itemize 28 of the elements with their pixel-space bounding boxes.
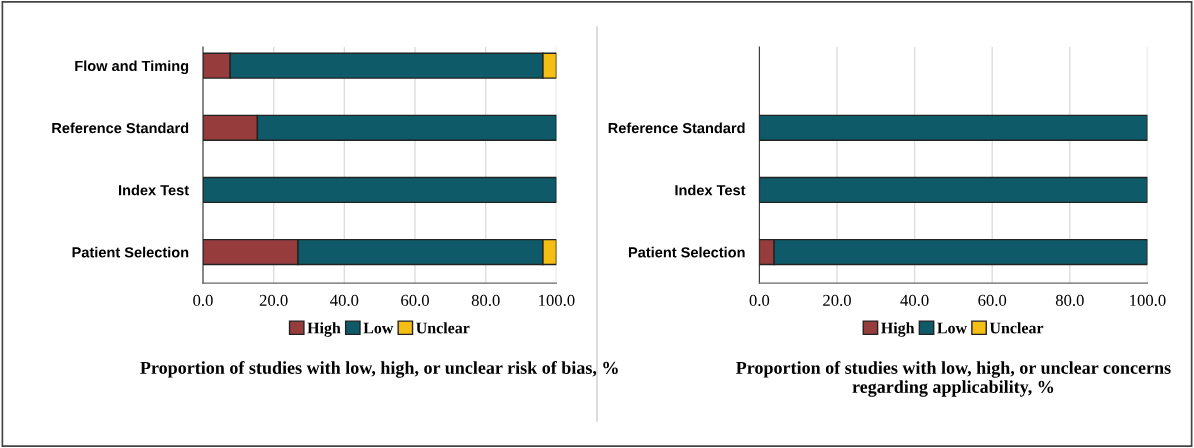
x-tick-label: 0.0 bbox=[193, 294, 213, 307]
x-tick-label: 60.0 bbox=[978, 294, 1007, 307]
y-tick-label: Index Test bbox=[675, 184, 746, 196]
y-tick-label: Flow and Timing bbox=[75, 60, 189, 75]
legend-label: Low bbox=[937, 322, 967, 334]
x-tick-label: 20.0 bbox=[259, 294, 288, 307]
legend-label: Unclear bbox=[989, 322, 1044, 334]
y-tick-label: Patient Selection bbox=[72, 246, 189, 258]
bar bbox=[202, 176, 557, 204]
y-tick-label: Reference Standard bbox=[52, 122, 189, 134]
legend-label: Unclear bbox=[416, 322, 470, 334]
x-tick-label: 40.0 bbox=[330, 294, 359, 307]
x-tick-label: 80.0 bbox=[471, 294, 500, 307]
x-tick-label: 40.0 bbox=[900, 294, 929, 307]
y-tick-label: Reference Standard bbox=[608, 122, 745, 134]
legend-label: Low bbox=[363, 322, 394, 334]
y-tick-label: Patient Selection bbox=[628, 246, 745, 258]
x-tick-label: 0.0 bbox=[749, 294, 770, 307]
text: Proportion of studies with low, high, or unclear risk of bias, % bbox=[140, 361, 618, 378]
y-tick-label: Index Test bbox=[119, 184, 189, 196]
x-tick-label: 100.0 bbox=[539, 294, 575, 307]
x-tick-label: 20.0 bbox=[823, 294, 851, 307]
text: Proportion of studies with low, high, or unclear concerns regarding applicability, % bbox=[736, 361, 1171, 397]
x-tick-label: 60.0 bbox=[401, 294, 429, 307]
x-tick-label: 80.0 bbox=[1055, 294, 1084, 307]
legend-label: High bbox=[881, 322, 915, 337]
legend-label: High bbox=[307, 322, 341, 337]
x-tick-label: 100.0 bbox=[1130, 294, 1166, 307]
